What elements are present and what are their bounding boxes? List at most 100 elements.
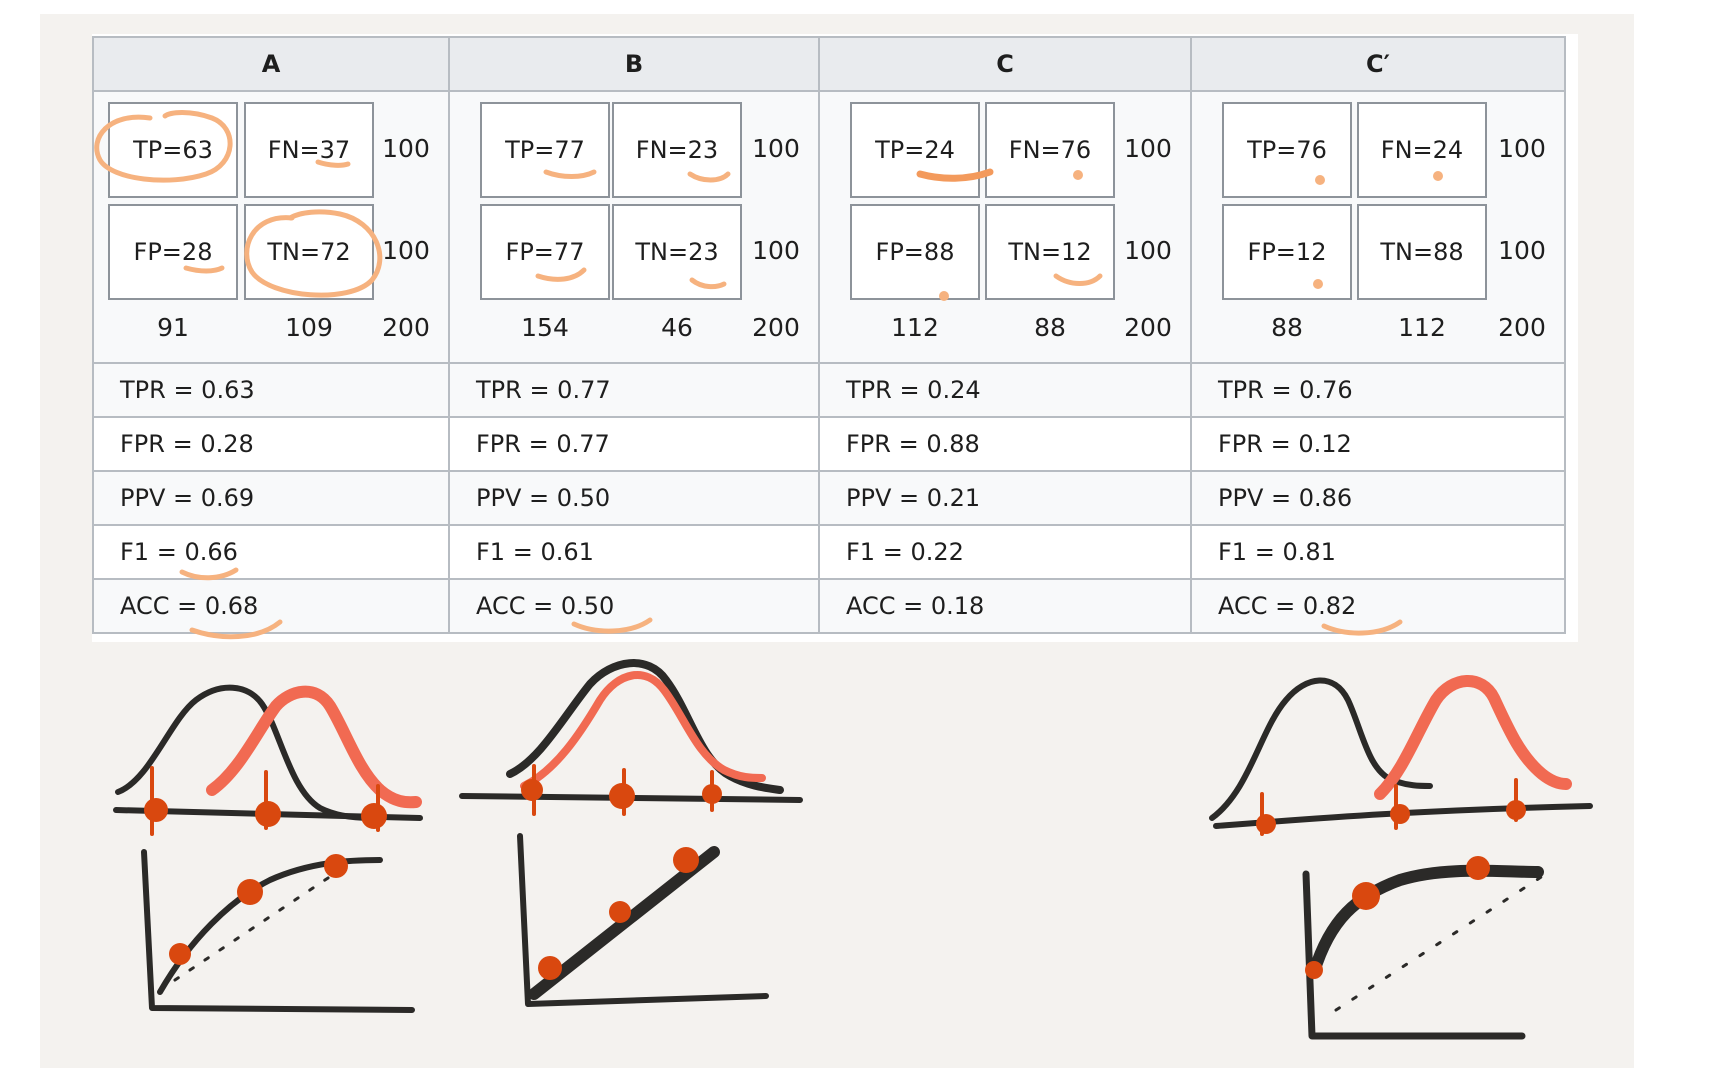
fpr-value: FPR = 0.77: [448, 416, 820, 472]
tp-box: TP=76: [1222, 102, 1352, 198]
tn-box: TN=88: [1357, 204, 1487, 300]
threshold-dot: [609, 783, 635, 809]
row-total: 100: [382, 134, 430, 163]
tn-circle-highlight: [244, 209, 383, 298]
tpr-value: TPR = 0.76: [1190, 362, 1566, 418]
row-total: 100: [1498, 134, 1546, 163]
highlight-marks: [94, 110, 1403, 640]
dot-mark: [1433, 171, 1443, 181]
tp-circle-highlight: [94, 110, 233, 183]
roc-point: [237, 879, 263, 905]
tpr-value: TPR = 0.63: [92, 362, 450, 418]
roc-point: [1352, 882, 1380, 910]
fpr-row: FPR = 0.28 FPR = 0.77 FPR = 0.88 FPR = 0…: [92, 416, 1566, 472]
acc-value: ACC = 0.18: [818, 578, 1192, 634]
column-header-c: C: [818, 36, 1192, 92]
roc-axes: [1302, 870, 1526, 1040]
fn-box: FN=76: [985, 102, 1115, 198]
roc-dots-c-prime: [1305, 856, 1490, 979]
tp-box: TP=24: [850, 102, 980, 198]
ppv-row: PPV = 0.69 PPV = 0.50 PPV = 0.21 PPV = 0…: [92, 470, 1566, 526]
threshold-dots-a: [144, 798, 387, 829]
roc-axes: [517, 833, 769, 1007]
column-header-a: A: [92, 36, 450, 92]
roc-curve: [1308, 864, 1544, 978]
confusion-matrix-table: A B C C′ TP=63 FN=37 FP=28 TN=72 100 100…: [92, 36, 1566, 634]
fp-box: FP=88: [850, 204, 980, 300]
grand-total: 200: [752, 313, 800, 342]
grand-total: 200: [1124, 313, 1172, 342]
column-total: 46: [661, 313, 693, 342]
matrix-cell-c-prime: TP=76 FN=24 FP=12 TN=88 100 100 88 112 2…: [1190, 90, 1566, 364]
column-total: 112: [1398, 313, 1446, 342]
grand-total: 200: [382, 313, 430, 342]
f1-underline: [179, 567, 239, 581]
acc-b-underline: [571, 617, 653, 634]
column-total: 91: [157, 313, 189, 342]
fpr-value: FPR = 0.88: [818, 416, 1192, 472]
row-total: 100: [752, 134, 800, 163]
roc-curve: [528, 846, 720, 1000]
tpr-row: TPR = 0.63 TPR = 0.77 TPR = 0.24 TPR = 0…: [92, 362, 1566, 418]
tpr-value: TPR = 0.24: [818, 362, 1192, 418]
fpr-value: FPR = 0.12: [1190, 416, 1566, 472]
acc-c-prime-underline: [1321, 619, 1403, 636]
ppv-value: PPV = 0.21: [818, 470, 1192, 526]
threshold-dot: [144, 798, 168, 822]
roc-dots-b: [538, 847, 699, 980]
row-total: 100: [382, 236, 430, 265]
acc-value: ACC = 0.50: [448, 578, 820, 634]
roc-point: [1305, 961, 1323, 979]
roc-point: [1466, 856, 1490, 880]
roc-curve: [157, 857, 383, 995]
tn-c-underline: [1053, 273, 1103, 286]
column-total: 112: [891, 313, 939, 342]
fp-underline: [183, 265, 225, 274]
tn-b-underline: [689, 277, 727, 290]
threshold-dot: [702, 784, 722, 804]
f1-value: F1 = 0.66: [92, 524, 450, 580]
matrix-row: TP=63 FN=37 FP=28 TN=72 100 100 91 109 2…: [92, 90, 1566, 364]
threshold-dot: [521, 779, 543, 801]
roc-curve-sketch-b: [517, 833, 769, 1007]
tp-box: TP=77: [480, 102, 610, 198]
row-total: 100: [1124, 134, 1172, 163]
fn-box: FN=37: [244, 102, 374, 198]
roc-point: [169, 943, 191, 965]
row-total: 100: [1124, 236, 1172, 265]
roc-axes: [141, 849, 415, 1013]
matrix-cell-a: TP=63 FN=37 FP=28 TN=72 100 100 91 109 2…: [92, 90, 450, 364]
positive-curve: [520, 671, 766, 790]
column-total: 88: [1034, 313, 1066, 342]
roc-diagonal: [158, 860, 354, 992]
roc-diagonal: [1334, 868, 1554, 1012]
threshold-dot: [1256, 814, 1276, 834]
highlight-dots: [939, 170, 1443, 301]
threshold-dots-b: [521, 779, 722, 809]
tpr-value: TPR = 0.77: [448, 362, 820, 418]
fn-underline: [315, 159, 351, 168]
f1-value: F1 = 0.61: [448, 524, 820, 580]
ppv-value: PPV = 0.50: [448, 470, 820, 526]
fp-box: FP=12: [1222, 204, 1352, 300]
threshold-dot: [255, 801, 281, 827]
matrix-cell-b: TP=77 FN=23 FP=77 TN=23 100 100 154 46 2…: [448, 90, 820, 364]
ppv-value: PPV = 0.86: [1190, 470, 1566, 526]
fp-b-underline: [535, 267, 587, 282]
threshold-dot: [361, 803, 387, 829]
f1-value: F1 = 0.81: [1190, 524, 1566, 580]
column-header-c-prime: C′: [1190, 36, 1566, 92]
column-total: 88: [1271, 313, 1303, 342]
positive-curve: [1374, 675, 1572, 800]
f1-row: F1 = 0.66 F1 = 0.61 F1 = 0.22 F1 = 0.81: [92, 524, 1566, 580]
row-total: 100: [752, 236, 800, 265]
grand-total: 200: [1498, 313, 1546, 342]
header-row: A B C C′: [92, 36, 1566, 92]
ppv-value: PPV = 0.69: [92, 470, 450, 526]
fpr-value: FPR = 0.28: [92, 416, 450, 472]
dot-mark: [1073, 170, 1083, 180]
dot-mark: [1315, 175, 1325, 185]
negative-curve: [115, 684, 373, 821]
acc-value: ACC = 0.68: [92, 578, 450, 634]
dot-mark: [1313, 279, 1323, 289]
